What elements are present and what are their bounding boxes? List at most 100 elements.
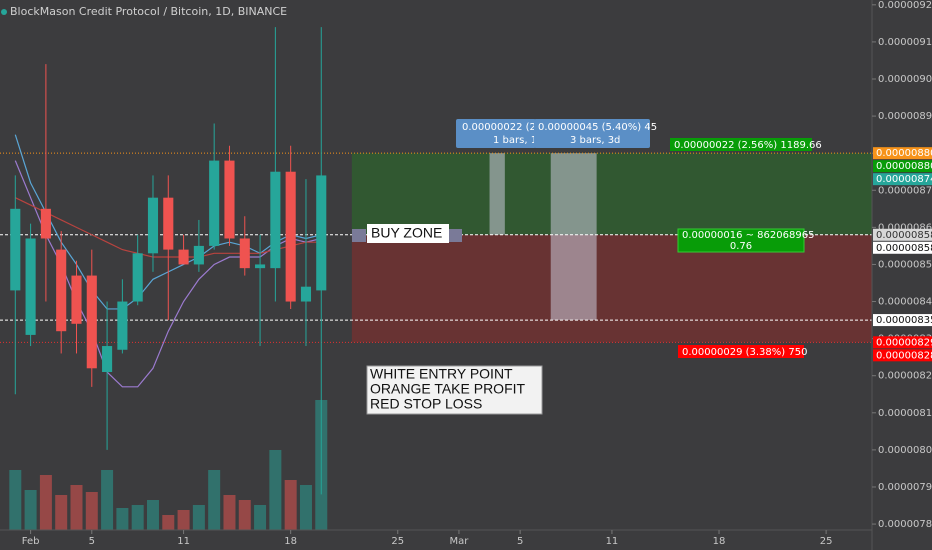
legend-line: WHITE ENTRY POINT — [370, 366, 513, 382]
volume-bar — [208, 470, 221, 530]
volume-bar — [55, 495, 68, 530]
x-tick-label: 25 — [820, 536, 833, 547]
measure-tooltip — [534, 119, 650, 148]
legend-box — [366, 365, 543, 415]
price-label: 0.00000858 — [876, 230, 932, 241]
price-label-box — [873, 241, 932, 254]
loss-zone — [351, 234, 873, 343]
volume-bar — [177, 510, 190, 530]
legend-line: RED STOP LOSS — [370, 396, 482, 412]
volume-bar — [269, 450, 282, 530]
chart-title: BlockMason Credit Protocol / Bitcoin, 1D… — [10, 5, 287, 18]
volume-bar — [162, 515, 175, 530]
candle-body — [132, 253, 143, 302]
candle-body — [239, 238, 250, 269]
measure-text: 3 bars, 3d — [570, 135, 620, 146]
entry-marker — [449, 229, 462, 242]
stop-label: 0.00000029 (3.38%) 750 — [682, 347, 807, 358]
price-label: 0.00000835 — [876, 315, 932, 326]
status-dot — [1, 9, 7, 15]
price-label-box — [873, 173, 932, 186]
volume-bar — [146, 500, 159, 530]
price-label-box — [873, 349, 932, 362]
x-tick-label: 25 — [391, 536, 404, 547]
volume-bar — [238, 500, 251, 530]
x-tick-label: 18 — [284, 536, 297, 547]
entry-marker — [352, 229, 366, 242]
price-label: 0.00000880 — [876, 161, 932, 172]
volume-bar — [85, 492, 98, 530]
buy-zone-text: BUY ZONE — [371, 225, 442, 241]
candle-body — [71, 275, 82, 324]
volume-bar — [192, 505, 205, 530]
candle-body — [178, 249, 189, 265]
plot-area — [0, 27, 873, 530]
candle-body — [86, 275, 97, 369]
legend-line: ORANGE TAKE PROFIT — [370, 381, 526, 397]
candle-body — [117, 301, 128, 350]
target-label: 0.00000022 (2.56%) 1189.66 — [674, 140, 822, 151]
volume-bar — [70, 485, 83, 530]
entry-label: 0.00000016 ~ 862068965 — [682, 230, 814, 241]
measure-text: 1 bars, 1 — [493, 135, 537, 146]
volume-bar — [254, 505, 267, 530]
candle-body — [56, 249, 67, 332]
candle-body — [255, 264, 266, 269]
candle-body — [300, 286, 312, 302]
candle-body — [25, 238, 36, 335]
candle-body — [285, 171, 296, 302]
volume-bar — [131, 505, 144, 530]
volume-bar — [101, 470, 114, 530]
price-label: 0.00000858 — [876, 243, 932, 254]
measure-text: 0.00000022 (2. — [462, 122, 539, 133]
x-tick-label: Feb — [22, 536, 40, 547]
target-label-box — [670, 138, 812, 151]
price-label-box — [873, 228, 932, 241]
volume-bar — [39, 475, 52, 530]
candle-body — [193, 245, 204, 265]
price-label: 0.00000828 — [876, 350, 932, 361]
volume-bar — [299, 485, 312, 530]
measure-range — [489, 153, 505, 235]
entry-label-box — [677, 228, 805, 253]
measure-range — [550, 153, 597, 321]
volume-bar — [116, 508, 129, 530]
candle-body — [10, 208, 21, 291]
x-tick-label: 18 — [713, 536, 726, 547]
candle-body — [102, 346, 113, 373]
x-tick-label: 5 — [89, 536, 95, 547]
stop-label-box — [678, 345, 804, 358]
volume-bar — [284, 480, 297, 530]
buy-zone-box — [367, 224, 449, 243]
profit-zone — [351, 153, 873, 235]
candle-body — [147, 197, 159, 254]
volume-bar — [223, 495, 236, 530]
price-label-box — [873, 160, 932, 173]
price-label-box — [873, 336, 932, 349]
x-tick-label: 5 — [517, 536, 523, 547]
annotations: BUY ZONE WHITE ENTRY POINT ORANGE TAKE P… — [352, 119, 822, 415]
volume-bar — [9, 470, 22, 530]
y-tick-label: 0.00000920 — [878, 0, 932, 11]
price-label-box — [873, 314, 932, 327]
x-tick-label: 11 — [606, 536, 619, 547]
candle-body — [209, 160, 220, 246]
measure-text: 0.00000045 (5.40%) 45 — [538, 122, 657, 133]
price-label: 0.00000829 — [876, 337, 932, 348]
price-label: 0.00000874 — [876, 174, 932, 185]
price-label-box — [873, 147, 932, 160]
